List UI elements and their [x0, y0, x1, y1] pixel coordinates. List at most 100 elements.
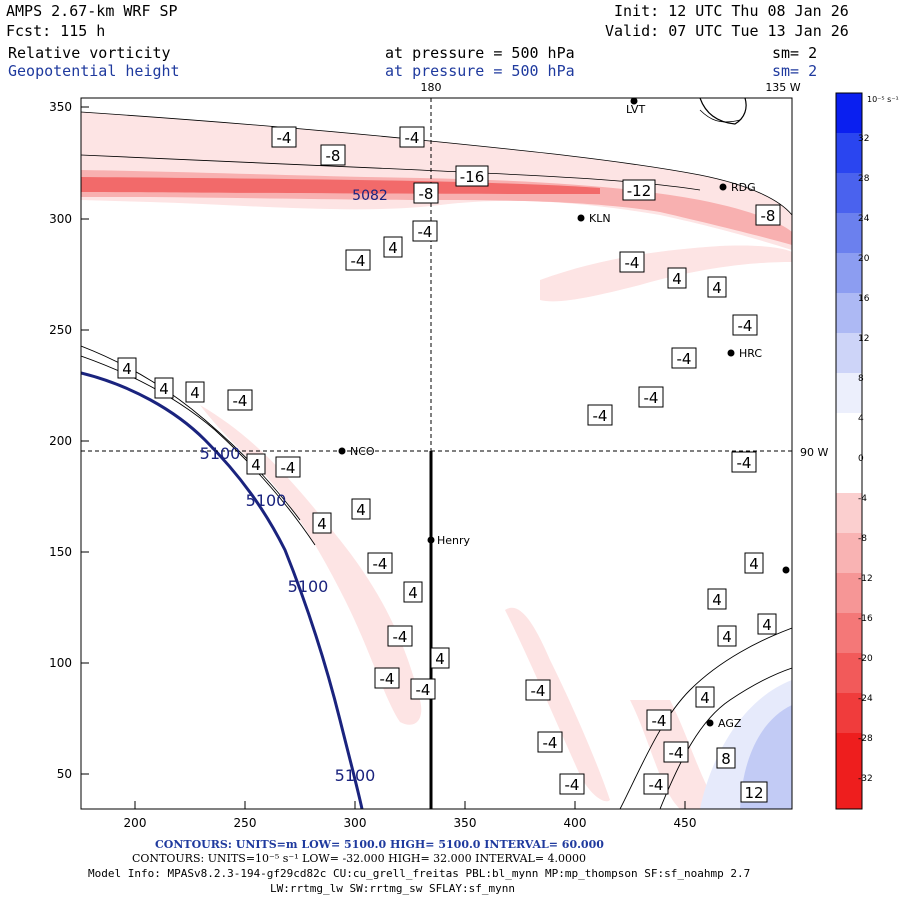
svg-text:-4: -4: [625, 254, 640, 272]
svg-text:-4: -4: [858, 494, 867, 504]
physics-info: LW:rrtmg_lw SW:rrtmg_sw SFLAY:sf_mynn: [270, 882, 516, 895]
colorbar: 10⁻⁵ s⁻¹ 32 28 24 20 16 12 8 4 0 -4 -8 -…: [835, 92, 899, 810]
station-label: Henry: [437, 534, 471, 547]
svg-text:-4: -4: [416, 681, 431, 699]
meridian-label-135w: 135 W: [765, 81, 800, 94]
field1-smooth: sm= 2: [772, 44, 818, 62]
station-label: AGZ: [718, 717, 742, 730]
contours-height-info: CONTOURS: UNITS=m LOW= 5100.0 HIGH= 5100…: [155, 838, 604, 851]
svg-text:-32: -32: [858, 774, 873, 784]
y-tick-label: 350: [49, 100, 72, 114]
svg-text:-12: -12: [858, 574, 873, 584]
x-tick-label: 250: [234, 816, 257, 830]
svg-text:-24: -24: [858, 694, 873, 704]
station-label: NCO: [350, 445, 375, 458]
svg-text:32: 32: [858, 134, 869, 144]
height-label: 5100: [288, 577, 329, 596]
svg-text:16: 16: [858, 294, 870, 304]
stations: LVT RDG KLN HRC NCO Henry AGZ: [338, 97, 790, 730]
svg-text:8: 8: [858, 374, 864, 384]
svg-text:4: 4: [749, 555, 759, 573]
vorticity-lobe-east: [540, 245, 792, 302]
height-label: 5100: [335, 766, 376, 785]
svg-text:4: 4: [190, 384, 200, 402]
svg-text:-4: -4: [737, 454, 752, 472]
map-plot-area: [81, 98, 792, 809]
station-label: LVT: [626, 103, 645, 116]
svg-text:4: 4: [700, 689, 710, 707]
svg-text:-4: -4: [531, 682, 546, 700]
svg-text:-4: -4: [649, 776, 664, 794]
svg-text:0: 0: [858, 454, 864, 464]
x-tick-label: 400: [564, 816, 587, 830]
svg-text:4: 4: [122, 360, 132, 378]
x-tick-label: 350: [454, 816, 477, 830]
field1-level: at pressure = 500 hPa: [385, 44, 575, 62]
svg-text:4: 4: [722, 628, 732, 646]
svg-text:4: 4: [317, 515, 327, 533]
svg-text:-4: -4: [373, 555, 388, 573]
contour-labels: -4 -4 -8 -16 -8 -12 -8 -4 4 -4 -4 4 4 -4…: [117, 126, 781, 803]
svg-text:20: 20: [858, 254, 870, 264]
svg-text:4: 4: [672, 270, 682, 288]
y-tick-label: 200: [49, 434, 72, 448]
x-tick-label: 450: [674, 816, 697, 830]
svg-text:4: 4: [251, 456, 261, 474]
y-tick-label: 150: [49, 545, 72, 559]
model-info: Model Info: MPASv8.2.3-194-gf29cd82c CU:…: [88, 867, 751, 880]
field2-smooth: sm= 2: [772, 62, 818, 80]
svg-text:-4: -4: [543, 734, 558, 752]
x-axis: 200 250 300 350 400 450: [124, 801, 697, 830]
svg-text:-4: -4: [677, 350, 692, 368]
svg-text:4: 4: [858, 414, 864, 424]
svg-text:4: 4: [712, 591, 722, 609]
svg-text:4: 4: [408, 584, 418, 602]
svg-text:-4: -4: [277, 129, 292, 147]
svg-text:-4: -4: [351, 252, 366, 270]
svg-text:-4: -4: [565, 776, 580, 794]
y-tick-label: 100: [49, 656, 72, 670]
svg-text:4: 4: [762, 616, 772, 634]
svg-text:-8: -8: [326, 147, 341, 165]
svg-text:4: 4: [159, 380, 169, 398]
svg-text:-4: -4: [738, 317, 753, 335]
meridian-label-90w: 90 W: [800, 446, 828, 459]
contours-vorticity-info: CONTOURS: UNITS=10⁻⁵ s⁻¹ LOW= -32.000 HI…: [132, 852, 587, 865]
svg-text:-16: -16: [858, 614, 873, 624]
y-tick-label: 50: [57, 767, 72, 781]
svg-text:-4: -4: [418, 223, 433, 241]
svg-text:4: 4: [435, 650, 445, 668]
vorticity-band-strong: [81, 177, 600, 194]
station-label: KLN: [589, 212, 611, 225]
x-tick-label: 300: [344, 816, 367, 830]
svg-text:-4: -4: [233, 392, 248, 410]
svg-text:-4: -4: [669, 744, 684, 762]
svg-text:4: 4: [712, 279, 722, 297]
svg-text:-8: -8: [419, 185, 434, 203]
svg-text:-4: -4: [652, 712, 667, 730]
field2-name: Geopotential height: [8, 62, 180, 80]
y-axis: 350 300 250 200 150 100 50: [49, 100, 89, 781]
svg-text:-4: -4: [393, 628, 408, 646]
plot-frame: [80, 97, 793, 810]
height-label-inline: 5082: [352, 188, 388, 204]
vorticity-trough-mid: [505, 607, 610, 802]
init-time: Init: 12 UTC Thu 08 Jan 26: [614, 2, 849, 20]
height-label: 5100: [200, 444, 241, 463]
vorticity-trough-west: [200, 405, 422, 725]
svg-text:-8: -8: [858, 534, 867, 544]
y-tick-label: 250: [49, 323, 72, 337]
field2-level: at pressure = 500 hPa: [385, 62, 575, 80]
valid-time: Valid: 07 UTC Tue 13 Jan 26: [605, 22, 849, 40]
svg-text:12: 12: [858, 334, 869, 344]
svg-text:4: 4: [388, 239, 398, 257]
svg-text:12: 12: [744, 784, 763, 802]
x-tick-label: 200: [124, 816, 147, 830]
forecast-hour: Fcst: 115 h: [6, 22, 106, 40]
model-title: AMPS 2.67-km WRF SP: [6, 2, 178, 20]
svg-text:8: 8: [721, 750, 731, 768]
svg-text:-4: -4: [593, 407, 608, 425]
svg-text:-12: -12: [627, 182, 652, 200]
svg-text:-28: -28: [858, 734, 873, 744]
